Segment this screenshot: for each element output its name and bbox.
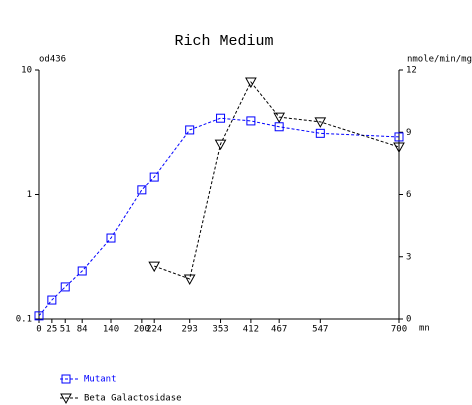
- x-axis-label: mn: [419, 324, 430, 334]
- x-tick-label: 412: [243, 325, 259, 335]
- y2-tick-label: 3: [406, 252, 411, 262]
- data-point: [106, 233, 116, 243]
- y2-tick-label: 12: [406, 66, 417, 76]
- data-point: [216, 113, 226, 123]
- y-tick-label: 0.1: [16, 315, 32, 325]
- x-tick-label: 51: [60, 325, 71, 335]
- y2-tick-label: 9: [406, 128, 411, 138]
- data-point: [394, 132, 404, 142]
- y-tick-label: 10: [21, 66, 32, 76]
- data-point: [214, 139, 227, 151]
- data-point: [137, 185, 147, 195]
- data-point: [149, 172, 159, 182]
- x-tick-label: 353: [212, 325, 228, 335]
- x-tick-label: 0: [36, 325, 41, 335]
- data-point: [393, 142, 405, 154]
- data-point: [246, 116, 256, 126]
- series-line: [38, 117, 400, 317]
- x-tick-label: 200: [134, 325, 150, 335]
- data-point: [148, 261, 161, 273]
- y2-tick-label: 6: [406, 190, 411, 200]
- legend-marker: [61, 374, 71, 384]
- data-point: [315, 128, 325, 138]
- y2-axis-label: nmole/min/mg: [407, 55, 472, 65]
- series-line: [154, 81, 400, 280]
- data-point: [47, 295, 57, 305]
- legend-marker: [60, 393, 72, 405]
- chart-title: Rich Medium: [174, 33, 273, 50]
- x-tick-label: 25: [46, 325, 57, 335]
- data-point: [273, 112, 286, 124]
- data-point: [245, 77, 257, 89]
- data-point: [185, 125, 195, 135]
- data-point: [77, 266, 87, 276]
- x-tick-label: 547: [312, 325, 328, 335]
- x-tick-label: 84: [77, 325, 88, 335]
- x-tick-label: 140: [103, 325, 119, 335]
- x-tick-label: 700: [391, 325, 407, 335]
- y-tick-label: 1: [27, 190, 32, 200]
- y2-tick-label: 0: [406, 315, 411, 325]
- data-point: [183, 274, 196, 285]
- legend-label: Mutant: [84, 375, 117, 385]
- y-axis-label: od436: [39, 55, 66, 65]
- x-tick-label: 467: [271, 325, 287, 335]
- data-point: [34, 311, 44, 321]
- x-tick-label: 224: [146, 325, 162, 335]
- legend-label: Beta Galactosidase: [84, 394, 182, 404]
- data-point: [314, 117, 327, 128]
- data-point: [60, 282, 70, 292]
- x-tick-label: 293: [182, 325, 198, 335]
